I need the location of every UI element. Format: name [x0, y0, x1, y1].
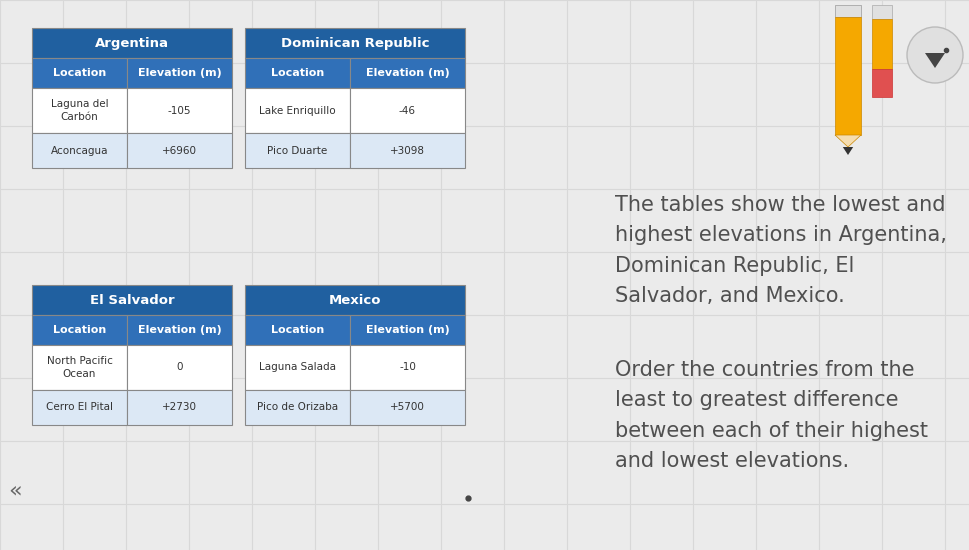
FancyBboxPatch shape [350, 390, 464, 425]
FancyBboxPatch shape [350, 345, 464, 390]
Text: Elevation (m): Elevation (m) [365, 325, 449, 335]
Text: -105: -105 [168, 106, 191, 116]
FancyBboxPatch shape [834, 5, 860, 17]
Text: Aconcagua: Aconcagua [50, 146, 109, 156]
Text: El Salvador: El Salvador [89, 294, 174, 306]
FancyBboxPatch shape [871, 5, 891, 19]
Circle shape [906, 27, 962, 83]
Text: «: « [8, 480, 21, 500]
Text: Laguna Salada: Laguna Salada [259, 362, 335, 372]
FancyBboxPatch shape [127, 390, 232, 425]
Polygon shape [842, 147, 853, 155]
Text: +3098: +3098 [390, 146, 424, 156]
Text: Location: Location [53, 68, 106, 78]
FancyBboxPatch shape [350, 315, 464, 345]
FancyBboxPatch shape [871, 19, 891, 69]
FancyBboxPatch shape [32, 133, 127, 168]
FancyBboxPatch shape [245, 285, 464, 315]
Text: Location: Location [270, 325, 324, 335]
FancyBboxPatch shape [127, 345, 232, 390]
FancyBboxPatch shape [32, 345, 127, 390]
FancyBboxPatch shape [32, 315, 127, 345]
FancyBboxPatch shape [245, 28, 464, 58]
FancyBboxPatch shape [245, 58, 350, 88]
Polygon shape [924, 53, 944, 68]
Text: Pico Duarte: Pico Duarte [267, 146, 328, 156]
FancyBboxPatch shape [245, 88, 350, 133]
Text: Pico de Orizaba: Pico de Orizaba [257, 403, 338, 412]
Text: -10: -10 [398, 362, 416, 372]
FancyBboxPatch shape [245, 390, 350, 425]
Text: Order the countries from the
least to greatest difference
between each of their : Order the countries from the least to gr… [614, 360, 927, 471]
FancyBboxPatch shape [127, 315, 232, 345]
Text: North Pacific
Ocean: North Pacific Ocean [47, 356, 112, 379]
Text: Elevation (m): Elevation (m) [138, 68, 221, 78]
FancyBboxPatch shape [127, 88, 232, 133]
Text: Elevation (m): Elevation (m) [365, 68, 449, 78]
FancyBboxPatch shape [350, 133, 464, 168]
FancyBboxPatch shape [245, 133, 350, 168]
Text: Argentina: Argentina [95, 36, 169, 50]
FancyBboxPatch shape [127, 58, 232, 88]
FancyBboxPatch shape [350, 58, 464, 88]
FancyBboxPatch shape [32, 285, 232, 315]
FancyBboxPatch shape [871, 69, 891, 97]
Text: +2730: +2730 [162, 403, 197, 412]
Text: Mexico: Mexico [328, 294, 381, 306]
FancyBboxPatch shape [32, 390, 127, 425]
Text: The tables show the lowest and
highest elevations in Argentina,
Dominican Republ: The tables show the lowest and highest e… [614, 195, 946, 306]
Text: +6960: +6960 [162, 146, 197, 156]
Text: Dominican Republic: Dominican Republic [280, 36, 429, 50]
FancyBboxPatch shape [127, 133, 232, 168]
Text: Cerro El Pital: Cerro El Pital [46, 403, 112, 412]
FancyBboxPatch shape [32, 58, 127, 88]
FancyBboxPatch shape [245, 315, 350, 345]
FancyBboxPatch shape [32, 28, 232, 58]
Text: Laguna del
Carbón: Laguna del Carbón [50, 100, 109, 122]
Polygon shape [834, 17, 860, 135]
Text: Lake Enriquillo: Lake Enriquillo [259, 106, 335, 116]
FancyBboxPatch shape [32, 88, 127, 133]
Text: Location: Location [53, 325, 106, 335]
Text: 0: 0 [176, 362, 182, 372]
Polygon shape [834, 135, 860, 147]
Text: +5700: +5700 [390, 403, 424, 412]
FancyBboxPatch shape [350, 88, 464, 133]
Text: Location: Location [270, 68, 324, 78]
Text: -46: -46 [398, 106, 416, 116]
Text: Elevation (m): Elevation (m) [138, 325, 221, 335]
FancyBboxPatch shape [245, 345, 350, 390]
